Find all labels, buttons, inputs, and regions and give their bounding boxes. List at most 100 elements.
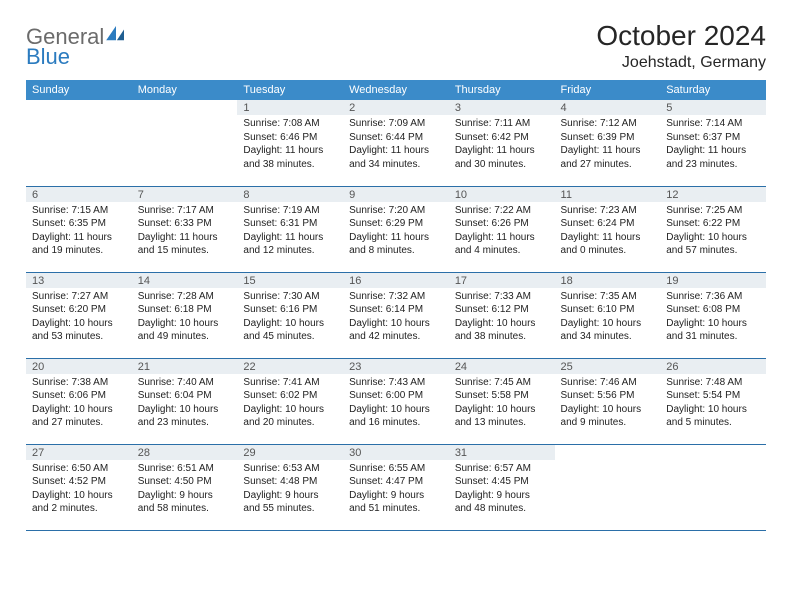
day-sunset: Sunset: 6:10 PM (561, 303, 655, 317)
day-number: 4 (555, 100, 661, 115)
day-number: 19 (660, 273, 766, 288)
day-daylight2: and 27 minutes. (32, 416, 126, 430)
logo-sail-icon (106, 26, 126, 46)
day-body: Sunrise: 7:23 AMSunset: 6:24 PMDaylight:… (555, 202, 661, 260)
day-body: Sunrise: 7:28 AMSunset: 6:18 PMDaylight:… (132, 288, 238, 346)
day-sunset: Sunset: 4:50 PM (138, 475, 232, 489)
day-daylight1: Daylight: 11 hours (561, 144, 655, 158)
week-row: 13Sunrise: 7:27 AMSunset: 6:20 PMDayligh… (26, 272, 766, 358)
day-sunrise: Sunrise: 7:19 AM (243, 204, 337, 218)
day-sunset: Sunset: 6:39 PM (561, 131, 655, 145)
day-header-wed: Wednesday (343, 80, 449, 100)
day-header-thu: Thursday (449, 80, 555, 100)
day-daylight2: and 23 minutes. (666, 158, 760, 172)
day-cell: 24Sunrise: 7:45 AMSunset: 5:58 PMDayligh… (449, 358, 555, 444)
calendar-page: GeneralBlue October 2024 Joehstadt, Germ… (0, 0, 792, 531)
day-cell: 15Sunrise: 7:30 AMSunset: 6:16 PMDayligh… (237, 272, 343, 358)
day-sunrise: Sunrise: 7:25 AM (666, 204, 760, 218)
day-cell: . (26, 100, 132, 186)
day-sunset: Sunset: 6:18 PM (138, 303, 232, 317)
day-sunrise: Sunrise: 7:41 AM (243, 376, 337, 390)
day-number: 20 (26, 359, 132, 374)
day-body: Sunrise: 7:12 AMSunset: 6:39 PMDaylight:… (555, 115, 661, 173)
day-body: Sunrise: 7:11 AMSunset: 6:42 PMDaylight:… (449, 115, 555, 173)
day-cell: 18Sunrise: 7:35 AMSunset: 6:10 PMDayligh… (555, 272, 661, 358)
day-body: Sunrise: 7:36 AMSunset: 6:08 PMDaylight:… (660, 288, 766, 346)
week-row: 27Sunrise: 6:50 AMSunset: 4:52 PMDayligh… (26, 444, 766, 530)
day-cell: 11Sunrise: 7:23 AMSunset: 6:24 PMDayligh… (555, 186, 661, 272)
day-number: 29 (237, 445, 343, 460)
day-cell: 13Sunrise: 7:27 AMSunset: 6:20 PMDayligh… (26, 272, 132, 358)
day-daylight1: Daylight: 9 hours (349, 489, 443, 503)
day-cell: 2Sunrise: 7:09 AMSunset: 6:44 PMDaylight… (343, 100, 449, 186)
day-header-mon: Monday (132, 80, 238, 100)
day-daylight1: Daylight: 11 hours (455, 144, 549, 158)
day-sunrise: Sunrise: 7:23 AM (561, 204, 655, 218)
day-daylight1: Daylight: 10 hours (666, 317, 760, 331)
day-daylight2: and 38 minutes. (243, 158, 337, 172)
day-body: Sunrise: 6:50 AMSunset: 4:52 PMDaylight:… (26, 460, 132, 518)
day-sunrise: Sunrise: 7:20 AM (349, 204, 443, 218)
day-body: Sunrise: 7:46 AMSunset: 5:56 PMDaylight:… (555, 374, 661, 432)
day-cell: 12Sunrise: 7:25 AMSunset: 6:22 PMDayligh… (660, 186, 766, 272)
day-sunset: Sunset: 4:45 PM (455, 475, 549, 489)
day-number: 1 (237, 100, 343, 115)
day-sunset: Sunset: 6:00 PM (349, 389, 443, 403)
day-number: 21 (132, 359, 238, 374)
day-sunrise: Sunrise: 7:09 AM (349, 117, 443, 131)
day-daylight2: and 2 minutes. (32, 502, 126, 516)
day-sunset: Sunset: 6:20 PM (32, 303, 126, 317)
day-sunset: Sunset: 5:58 PM (455, 389, 549, 403)
day-body: Sunrise: 7:19 AMSunset: 6:31 PMDaylight:… (237, 202, 343, 260)
day-number: 5 (660, 100, 766, 115)
logo: GeneralBlue (26, 26, 126, 68)
day-sunset: Sunset: 6:42 PM (455, 131, 549, 145)
day-cell: 6Sunrise: 7:15 AMSunset: 6:35 PMDaylight… (26, 186, 132, 272)
day-cell: 26Sunrise: 7:48 AMSunset: 5:54 PMDayligh… (660, 358, 766, 444)
day-daylight1: Daylight: 11 hours (349, 144, 443, 158)
day-sunrise: Sunrise: 7:27 AM (32, 290, 126, 304)
day-sunrise: Sunrise: 6:53 AM (243, 462, 337, 476)
day-daylight1: Daylight: 10 hours (349, 317, 443, 331)
day-sunset: Sunset: 4:48 PM (243, 475, 337, 489)
day-sunrise: Sunrise: 7:43 AM (349, 376, 443, 390)
day-body: Sunrise: 7:40 AMSunset: 6:04 PMDaylight:… (132, 374, 238, 432)
day-cell: 19Sunrise: 7:36 AMSunset: 6:08 PMDayligh… (660, 272, 766, 358)
day-sunset: Sunset: 6:35 PM (32, 217, 126, 231)
day-body: Sunrise: 7:27 AMSunset: 6:20 PMDaylight:… (26, 288, 132, 346)
calendar-body: . . 1Sunrise: 7:08 AMSunset: 6:46 PMDayl… (26, 100, 766, 530)
day-daylight2: and 38 minutes. (455, 330, 549, 344)
day-number: 6 (26, 187, 132, 202)
day-body: Sunrise: 7:48 AMSunset: 5:54 PMDaylight:… (660, 374, 766, 432)
day-number: 23 (343, 359, 449, 374)
day-number: 13 (26, 273, 132, 288)
day-daylight2: and 34 minutes. (349, 158, 443, 172)
day-body: Sunrise: 7:35 AMSunset: 6:10 PMDaylight:… (555, 288, 661, 346)
day-daylight1: Daylight: 10 hours (32, 489, 126, 503)
week-row: . . 1Sunrise: 7:08 AMSunset: 6:46 PMDayl… (26, 100, 766, 186)
day-daylight2: and 4 minutes. (455, 244, 549, 258)
day-cell: . (660, 444, 766, 530)
day-daylight2: and 9 minutes. (561, 416, 655, 430)
day-body: Sunrise: 7:15 AMSunset: 6:35 PMDaylight:… (26, 202, 132, 260)
day-daylight1: Daylight: 11 hours (32, 231, 126, 245)
day-cell: 29Sunrise: 6:53 AMSunset: 4:48 PMDayligh… (237, 444, 343, 530)
day-sunset: Sunset: 6:02 PM (243, 389, 337, 403)
day-sunset: Sunset: 6:26 PM (455, 217, 549, 231)
day-number: 14 (132, 273, 238, 288)
day-sunset: Sunset: 6:22 PM (666, 217, 760, 231)
day-number: 18 (555, 273, 661, 288)
day-sunrise: Sunrise: 7:12 AM (561, 117, 655, 131)
location: Joehstadt, Germany (596, 54, 766, 72)
day-sunrise: Sunrise: 7:08 AM (243, 117, 337, 131)
day-header-sat: Saturday (660, 80, 766, 100)
day-number: 7 (132, 187, 238, 202)
day-body: Sunrise: 6:55 AMSunset: 4:47 PMDaylight:… (343, 460, 449, 518)
day-daylight2: and 48 minutes. (455, 502, 549, 516)
day-sunrise: Sunrise: 7:28 AM (138, 290, 232, 304)
day-daylight1: Daylight: 11 hours (349, 231, 443, 245)
day-daylight2: and 15 minutes. (138, 244, 232, 258)
day-daylight2: and 19 minutes. (32, 244, 126, 258)
day-sunrise: Sunrise: 7:15 AM (32, 204, 126, 218)
day-sunrise: Sunrise: 7:14 AM (666, 117, 760, 131)
